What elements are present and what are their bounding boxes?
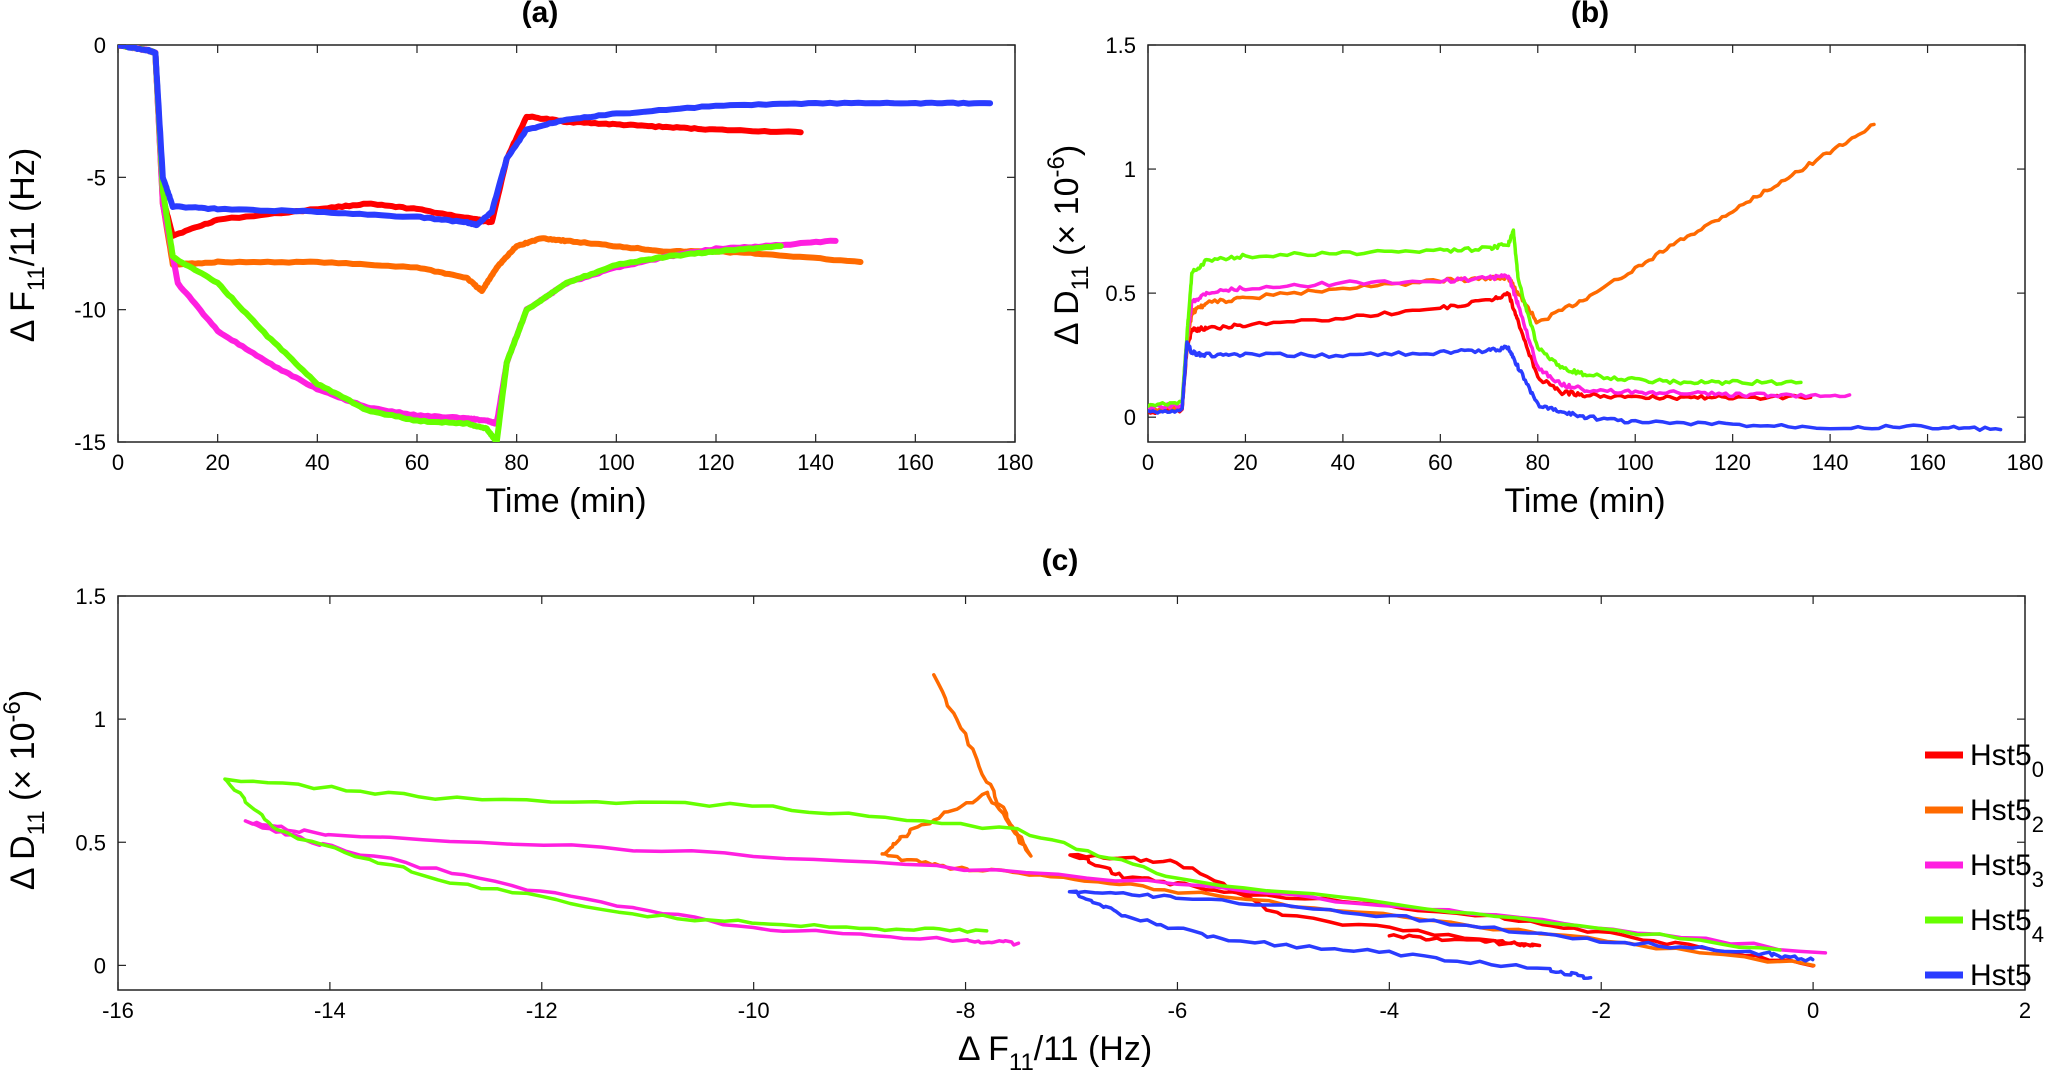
x-tick-label: 160: [1909, 450, 1946, 475]
x-tick-label: 20: [205, 450, 229, 475]
x-tick-label: 140: [797, 450, 834, 475]
label-rest: /11 (Hz): [4, 148, 42, 266]
label-base: Δ F: [958, 1030, 1009, 1068]
x-tick-label: -6: [1168, 998, 1188, 1023]
x-tick-label: 160: [897, 450, 934, 475]
label-subscript: 11: [1009, 1049, 1034, 1076]
x-tick-label: 0: [1807, 998, 1819, 1023]
label-rest: /11 (Hz): [1034, 1030, 1152, 1068]
x-tick-label: -14: [314, 998, 346, 1023]
x-tick-label: 120: [1714, 450, 1751, 475]
x-tick-label: -4: [1380, 998, 1400, 1023]
legend-label: Hst52: [1970, 794, 2044, 837]
y-tick-label: 1: [94, 707, 106, 732]
plot-frame: [117, 595, 2026, 991]
y-tick-label: 1.5: [1105, 33, 1136, 58]
x-tick-label: -8: [956, 998, 976, 1023]
legend-label-base: Hst5: [1970, 849, 2032, 882]
label-end: ): [1048, 145, 1086, 156]
legend-label-base: Hst5: [1970, 794, 2032, 827]
y-tick-label: 0: [94, 33, 106, 58]
x-tick-label: 40: [305, 450, 329, 475]
series-line-hst5: [1067, 889, 1815, 981]
label-subscript: 11: [23, 810, 50, 835]
legend-label-base: Hst5: [1970, 904, 2032, 937]
y-tick-label: -5: [86, 165, 106, 190]
x-tick-label: 0: [112, 450, 124, 475]
series-line-hst5-3: [1148, 273, 1852, 411]
label-end: ): [4, 690, 42, 701]
legend-label: Hst50: [1970, 739, 2044, 782]
x-tick-label: 140: [1812, 450, 1849, 475]
label-rest: (× 10: [4, 723, 42, 811]
x-tick-label: -2: [1591, 998, 1611, 1023]
label-superscript: -6: [1043, 156, 1070, 177]
x-axis-label: Time (min): [1504, 482, 1665, 520]
y-axis-label: Δ F11/11 (Hz): [4, 148, 50, 342]
legend-label-subscript: 4: [2032, 922, 2044, 947]
series-line-hst5-0: [1148, 291, 1813, 416]
y-tick-label: 0: [94, 953, 106, 978]
x-tick-label: 80: [1526, 450, 1550, 475]
x-axis-label: Δ F11/11 (Hz): [958, 1030, 1152, 1076]
series-line-hst5-4: [118, 45, 784, 442]
label-subscript: 11: [1067, 265, 1094, 290]
y-tick-label: -15: [74, 430, 106, 455]
x-tick-label: 100: [598, 450, 635, 475]
panel-title: (c): [1042, 544, 1079, 577]
label-subscript: 11: [23, 266, 50, 291]
y-tick-label: 0.5: [1105, 281, 1136, 306]
panel-c: (c)-16 -14 -12 -10 -8 -6 -4 -2 0 200.511.5Δ F11/1…: [0, 544, 2044, 1076]
x-tick-label: 40: [1331, 450, 1355, 475]
y-axis-label: Δ D11 (× 10-6): [1043, 145, 1094, 345]
y-tick-label: 1: [1124, 157, 1136, 182]
x-tick-label: -10: [738, 998, 770, 1023]
legend-label-subscript: 3: [2032, 867, 2044, 892]
legend-label-base: Hst5: [1970, 959, 2032, 992]
x-tick-label: 60: [405, 450, 429, 475]
legend-label-subscript: 2: [2032, 812, 2044, 837]
y-tick-label: 1.5: [75, 584, 106, 609]
series-line-hst5-4: [1148, 228, 1803, 409]
y-tick-label: -10: [74, 298, 106, 323]
x-tick-label: 2: [2019, 998, 2031, 1023]
y-tick-label: 0.5: [75, 830, 106, 855]
legend-label: Hst53: [1970, 849, 2044, 892]
x-tick-label: 180: [2007, 450, 2044, 475]
series-line-hst5-3: [243, 819, 1828, 955]
x-tick-label: 80: [504, 450, 528, 475]
x-tick-label: -16: [102, 998, 134, 1023]
series-line-hst5-4: [223, 777, 1782, 952]
legend-label-base: Hst5: [1970, 739, 2032, 772]
panel-title: (b): [1571, 0, 1609, 29]
legend-label: Hst5: [1970, 959, 2032, 992]
series-line-hst5: [1148, 340, 2003, 433]
x-tick-label: 60: [1428, 450, 1452, 475]
label-base: Δ F: [4, 291, 42, 342]
label-base: Δ D: [4, 835, 42, 890]
series-line-hst5-0: [1068, 852, 1815, 968]
legend-label-subscript: 0: [2032, 757, 2044, 782]
label-superscript: -6: [0, 701, 26, 722]
x-tick-label: -12: [526, 998, 558, 1023]
x-tick-label: 20: [1233, 450, 1257, 475]
x-tick-label: 180: [997, 450, 1034, 475]
panel-title: (a): [522, 0, 559, 29]
x-tick-label: 120: [698, 450, 735, 475]
x-tick-label: 100: [1617, 450, 1654, 475]
series-line-hst5: [118, 45, 994, 229]
panel-b: (b) 0 20 40 60 80 100 120 140 160 180 0 0.5 1 1.5 Time …: [1043, 0, 2043, 520]
panel-a: (a) 0 20 40 60 80 100 120 140 160 180 0 -5 -10 -15 Time…: [4, 0, 1033, 520]
label-base: Δ D: [1048, 290, 1086, 345]
x-axis-label: Time (min): [485, 482, 646, 520]
y-tick-label: 0: [1124, 405, 1136, 430]
x-tick-label: 0: [1142, 450, 1154, 475]
legend-label: Hst54: [1970, 904, 2044, 947]
label-rest: (× 10: [1048, 178, 1086, 266]
y-axis-label: Δ D11 (× 10-6): [0, 690, 50, 890]
plot-frame: [1147, 44, 2026, 443]
